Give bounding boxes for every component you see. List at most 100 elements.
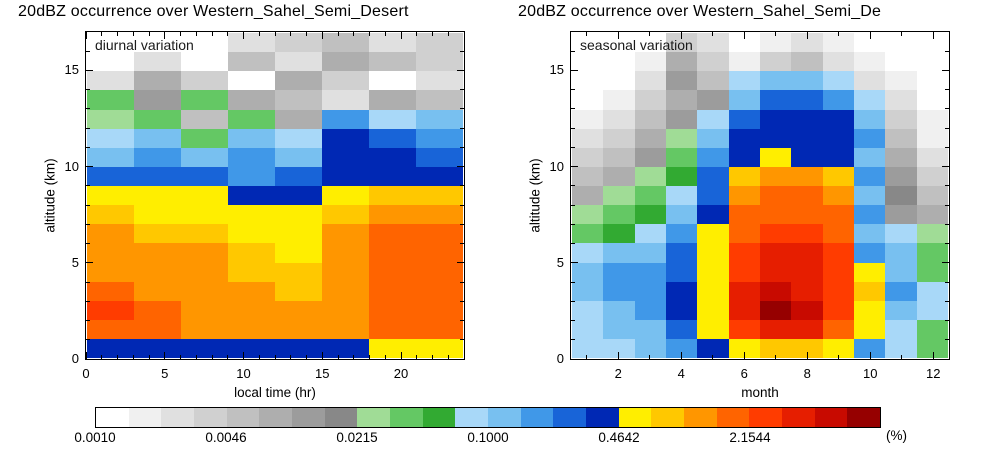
heatmap-cell: [728, 52, 760, 72]
heatmap-cell: [322, 319, 369, 339]
axis-tick: [180, 355, 181, 359]
heatmap-cell: [853, 166, 886, 186]
heatmap-cell: [822, 71, 854, 91]
heatmap-cell: [885, 243, 917, 263]
heatmap-cell: [416, 186, 463, 206]
axis-tick: [164, 352, 166, 359]
heatmap-cell: [275, 300, 322, 320]
heatmap-cell: [697, 224, 729, 244]
axis-tick: [945, 89, 949, 91]
y-tick-label: 15: [549, 62, 564, 78]
axis-tick: [571, 262, 578, 264]
heatmap-row: [87, 243, 463, 263]
heatmap-cell: [603, 205, 635, 225]
heatmap-cell: [697, 109, 729, 129]
heatmap-cell: [369, 339, 416, 359]
heatmap-row: [87, 300, 463, 320]
heatmap-cell: [181, 128, 228, 148]
axis-tick: [400, 32, 402, 39]
heatmap-cell: [885, 281, 917, 301]
heatmap-cell: [697, 166, 729, 186]
axis-tick: [85, 32, 87, 39]
heatmap-cell: [822, 186, 854, 206]
heatmap-cell: [322, 205, 369, 225]
heatmap-cell: [853, 243, 886, 263]
axis-tick: [457, 69, 464, 71]
heatmap-cell: [181, 186, 228, 206]
heatmap-cell: [759, 71, 792, 91]
heatmap-cell: [728, 109, 760, 129]
heatmap-cell: [759, 224, 792, 244]
axis-tick: [132, 355, 134, 359]
axis-tick: [86, 243, 90, 245]
heatmap-row: [87, 262, 463, 282]
heatmap-cell: [572, 224, 604, 244]
heatmap-cell: [759, 262, 792, 282]
axis-tick: [337, 355, 339, 359]
heatmap-cell: [665, 319, 698, 339]
heatmap-row: [87, 166, 463, 186]
heatmap-cell: [885, 71, 917, 91]
x-tick-label: 8: [803, 366, 811, 381]
heatmap-cell: [87, 71, 134, 91]
heatmap-cell: [228, 128, 275, 148]
heatmap-cell: [416, 224, 463, 244]
heatmap-cell: [853, 319, 886, 339]
axis-tick: [571, 89, 575, 91]
heatmap-cell: [697, 300, 729, 320]
heatmap-cell: [181, 205, 228, 225]
axis-tick: [384, 355, 386, 359]
heatmap-cell: [228, 262, 275, 282]
heatmap-cell: [822, 243, 854, 263]
heatmap-cell: [181, 339, 228, 359]
axis-tick: [712, 355, 714, 359]
colorbar-segment: [749, 408, 783, 427]
heatmap-cell: [275, 205, 322, 225]
heatmap-cell: [134, 186, 181, 206]
heatmap-cell: [634, 166, 666, 186]
heatmap-cell: [853, 186, 886, 206]
heatmap-cell: [665, 109, 698, 129]
y-tick-label: 10: [64, 158, 79, 174]
heatmap-cell: [416, 147, 463, 167]
heatmap-cell: [181, 300, 228, 320]
colorbar-segment: [553, 408, 587, 427]
axis-tick: [571, 166, 578, 168]
heatmap-cell: [791, 339, 823, 359]
heatmap-cell: [853, 300, 886, 320]
axis-tick: [148, 355, 150, 359]
axis-tick: [945, 50, 949, 52]
axis-tick: [571, 146, 575, 148]
axis-tick: [337, 32, 339, 36]
heatmap-row: [87, 33, 463, 53]
axis-tick: [460, 300, 464, 302]
x-axis-title: month: [741, 385, 779, 400]
x-tick-label: 15: [315, 366, 330, 381]
heatmap-cell: [916, 71, 948, 91]
heatmap-cell: [916, 319, 948, 339]
heatmap-row: [572, 243, 948, 263]
axis-tick: [571, 358, 578, 360]
heatmap-cell: [275, 147, 322, 167]
heatmap-cell: [134, 166, 181, 186]
heatmap-cell: [728, 205, 760, 225]
heatmap-cell: [572, 71, 604, 91]
heatmap-cell: [853, 71, 886, 91]
heatmap-cell: [572, 90, 604, 110]
heatmap-cell: [634, 205, 666, 225]
heatmap-cell: [916, 90, 948, 110]
axis-tick: [743, 32, 745, 39]
axis-tick: [945, 320, 949, 322]
heatmap-row: [572, 186, 948, 206]
heatmap-cell: [634, 71, 666, 91]
heatmap-cell: [322, 52, 369, 72]
heatmap-cell: [697, 319, 729, 339]
colorbar-segment: [259, 408, 293, 427]
axis-tick: [164, 32, 166, 39]
axis-tick: [571, 108, 575, 110]
heatmap-cell: [416, 281, 463, 301]
heatmap-cell: [134, 52, 181, 72]
heatmap-cell: [634, 186, 666, 206]
axis-tick: [148, 32, 150, 36]
axis-tick: [180, 32, 181, 36]
